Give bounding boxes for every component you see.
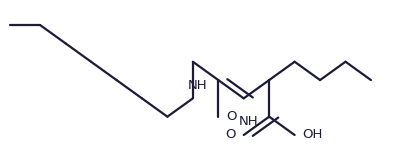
Text: O: O [225, 128, 236, 142]
Text: NH: NH [238, 115, 258, 128]
Text: OH: OH [303, 128, 323, 142]
Text: NH: NH [188, 79, 207, 91]
Text: O: O [226, 110, 237, 123]
